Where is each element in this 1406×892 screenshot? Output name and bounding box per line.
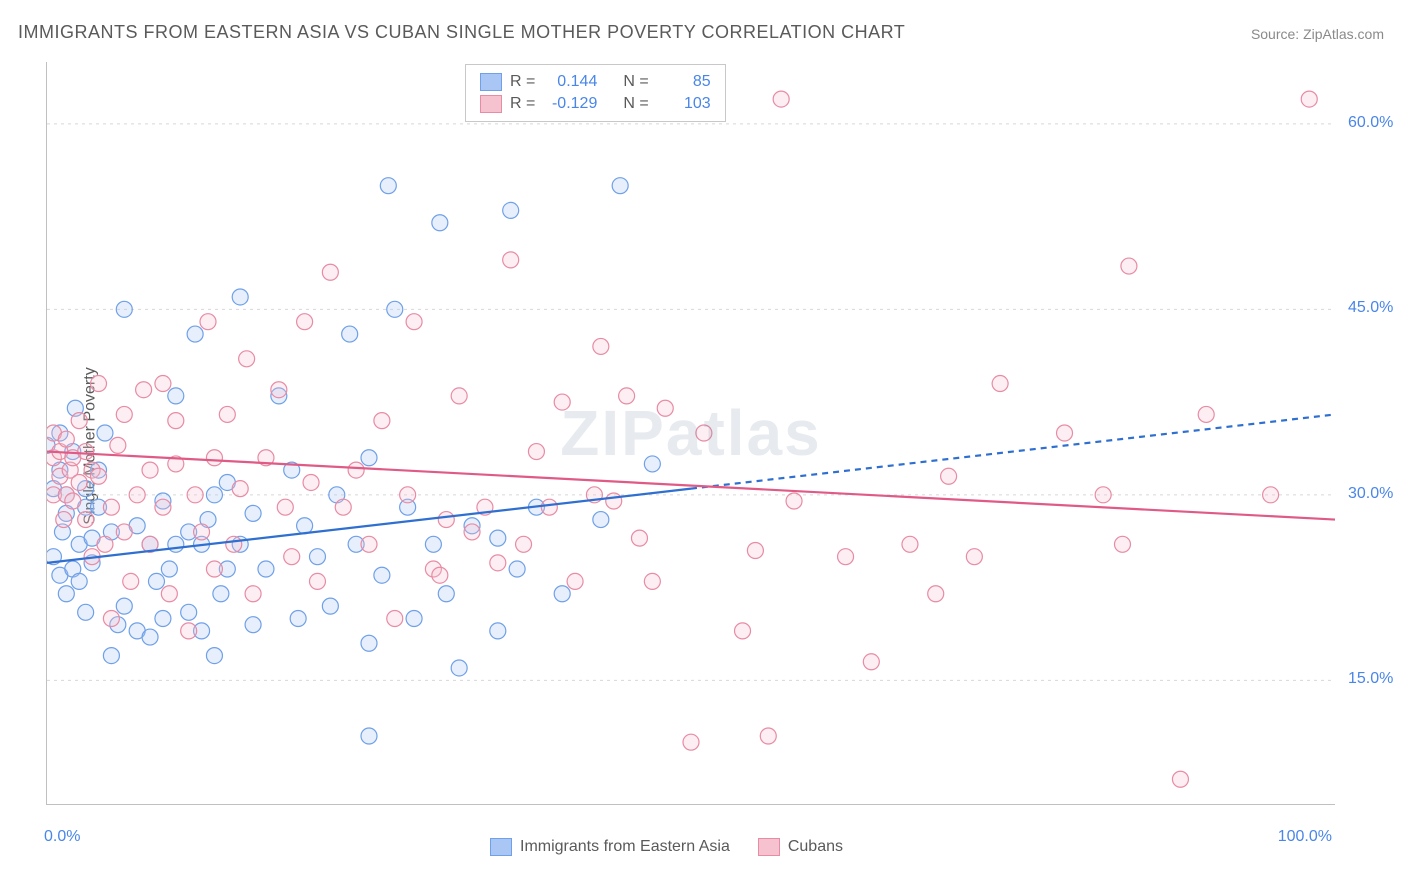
legend-stats-row-b: R = -0.129 N = 103 <box>480 93 711 115</box>
y-tick-label: 60.0% <box>1348 114 1393 132</box>
r-label-a: R = <box>510 71 535 93</box>
chart-title: IMMIGRANTS FROM EASTERN ASIA VS CUBAN SI… <box>18 22 905 43</box>
y-tick-label: 30.0% <box>1348 485 1393 503</box>
r-value-b: -0.129 <box>543 93 597 115</box>
n-value-b: 103 <box>657 93 711 115</box>
n-label-a: N = <box>623 71 648 93</box>
y-tick-label: 45.0% <box>1348 299 1393 317</box>
y-tick-label: 15.0% <box>1348 670 1393 688</box>
legend-stats: R = 0.144 N = 85 R = -0.129 N = 103 <box>465 64 726 122</box>
x-tick-label: 0.0% <box>44 828 80 846</box>
n-label-b: N = <box>623 93 648 115</box>
r-label-b: R = <box>510 93 535 115</box>
source-label: Source: ZipAtlas.com <box>1251 26 1384 42</box>
x-tick-label: 100.0% <box>1278 828 1332 846</box>
chart-container: IMMIGRANTS FROM EASTERN ASIA VS CUBAN SI… <box>0 0 1406 892</box>
plot-area: ZIPatlas R = 0.144 N = 85 R = -0.129 N =… <box>46 62 1335 805</box>
legend-series: Immigrants from Eastern Asia Cubans <box>490 838 843 856</box>
swatch-b-icon <box>758 838 780 856</box>
swatch-a-icon <box>480 73 502 91</box>
legend-item-a: Immigrants from Eastern Asia <box>490 838 730 856</box>
swatch-a-icon <box>490 838 512 856</box>
scatter-svg <box>47 62 1335 804</box>
r-value-a: 0.144 <box>543 71 597 93</box>
n-value-a: 85 <box>657 71 711 93</box>
legend-label-a: Immigrants from Eastern Asia <box>520 838 730 856</box>
legend-item-b: Cubans <box>758 838 843 856</box>
swatch-b-icon <box>480 95 502 113</box>
legend-stats-row-a: R = 0.144 N = 85 <box>480 71 711 93</box>
legend-label-b: Cubans <box>788 838 843 856</box>
